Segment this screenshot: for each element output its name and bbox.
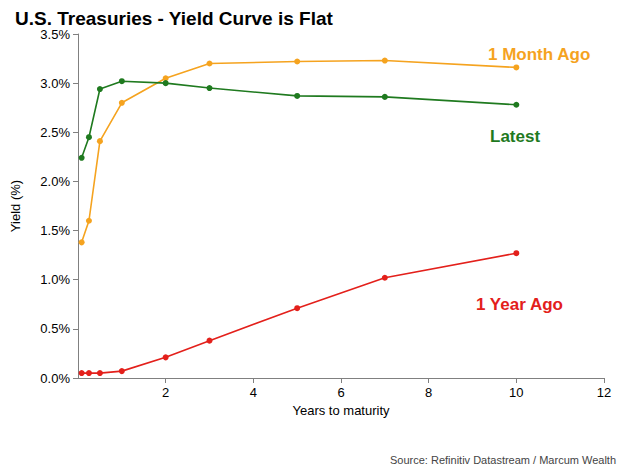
svg-text:3.5%: 3.5% [40, 26, 70, 42]
svg-text:2.0%: 2.0% [40, 174, 70, 189]
svg-text:Yield (%): Yield (%) [8, 180, 23, 232]
svg-text:0.5%: 0.5% [40, 321, 70, 336]
svg-text:Latest: Latest [490, 127, 540, 146]
svg-text:4: 4 [250, 385, 257, 400]
svg-text:1 Month Ago: 1 Month Ago [488, 45, 590, 64]
svg-text:U.S. Treasuries - Yield Curve: U.S. Treasuries - Yield Curve is Flat [15, 8, 334, 29]
svg-text:6: 6 [337, 385, 344, 400]
svg-text:1.5%: 1.5% [40, 223, 70, 238]
svg-text:Years to maturity: Years to maturity [292, 403, 390, 418]
svg-text:1 Year Ago: 1 Year Ago [476, 295, 563, 314]
svg-text:10: 10 [509, 385, 523, 400]
svg-text:1.0%: 1.0% [40, 272, 70, 287]
svg-text:12: 12 [597, 385, 611, 400]
svg-text:2.5%: 2.5% [40, 125, 70, 140]
svg-text:0.0%: 0.0% [40, 371, 70, 386]
svg-text:8: 8 [425, 385, 432, 400]
svg-text:3.0%: 3.0% [40, 76, 70, 91]
svg-text:2: 2 [162, 385, 169, 400]
svg-text:Source: Refinitiv Datastream /: Source: Refinitiv Datastream / Marcum We… [390, 454, 616, 466]
